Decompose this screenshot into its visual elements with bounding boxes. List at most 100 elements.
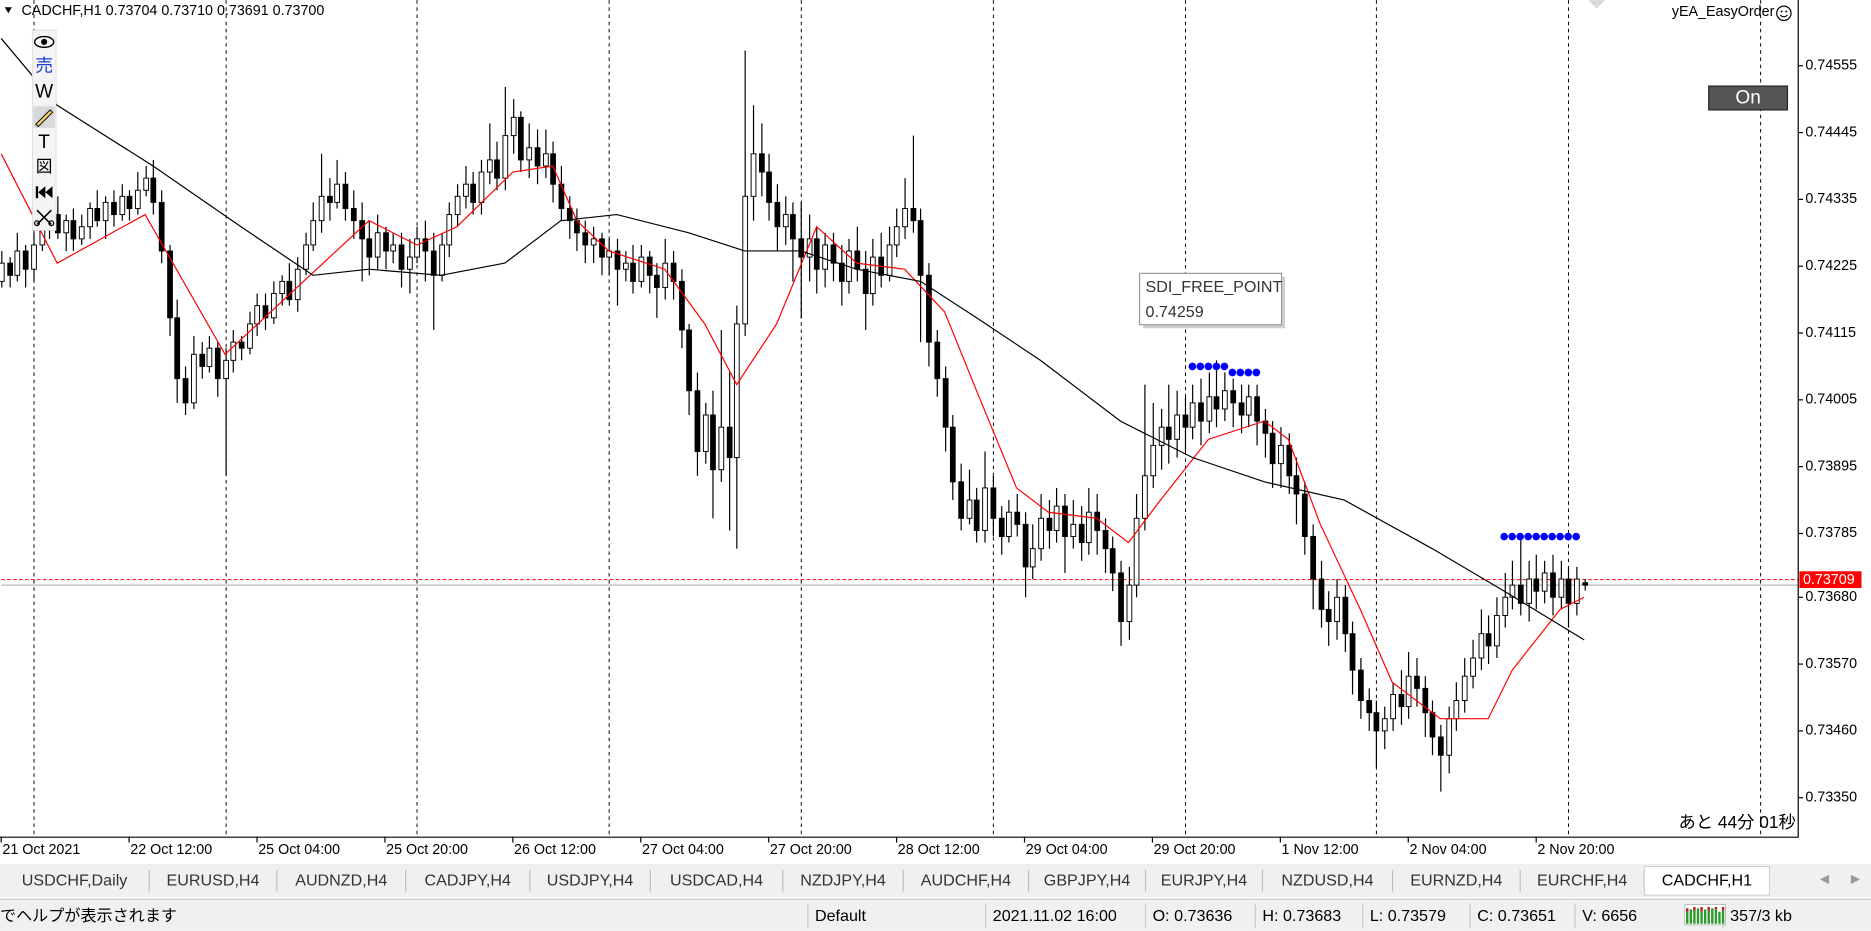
y-tick-label: 0.73895 [1805,458,1857,474]
candle-body [359,220,366,240]
moving-average [0,38,1585,641]
tool-figure[interactable]: 図 [36,157,53,176]
candle-body [599,238,605,258]
tab-label[interactable]: GBPJPY,H4 [1044,872,1131,890]
tab-scroll-right[interactable]: ▶ [1851,872,1861,886]
tooltip-box [1138,272,1283,326]
scissors-ring[interactable] [34,220,40,227]
candle-body [206,347,213,367]
tool-text[interactable]: T [38,132,50,153]
signal-dot [1540,532,1548,541]
candle-body [822,244,828,270]
candle-body [454,195,461,216]
tab-label[interactable]: EURCHF,H4 [1537,872,1627,890]
on-button-face[interactable] [1708,85,1789,111]
candle-body [1070,523,1077,537]
candle-body [414,238,420,258]
status-field: 357/3 kb [1730,907,1792,925]
tab-label[interactable]: CADCHF,H1 [1662,872,1752,890]
tab-label[interactable]: NZDJPY,H4 [800,872,886,890]
tab-label[interactable]: EURJPY,H4 [1161,872,1248,890]
candle-body [342,183,349,209]
candle-body [286,280,293,301]
scissors-ring[interactable] [48,220,55,227]
scroll-marker [1588,0,1605,9]
candle-body [1390,693,1396,720]
eye-pupil[interactable] [41,38,48,46]
candle-body [1461,675,1468,702]
tool-sell[interactable]: 売 [35,56,53,76]
status-field: 2021.11.02 16:00 [993,907,1117,925]
candle-body [318,195,325,222]
tab-list: USDCHF,Daily EURUSD,H4 AUDNZD,H4 CADJPY,H4 U… [22,866,1770,896]
x-tick-label: 25 Oct 20:00 [386,842,468,858]
candle-body [1453,700,1460,720]
tooltip: SDI_FREE_POINT 0.74259 [1138,272,1286,329]
bid-label: 0.73709 [1803,572,1855,588]
tab-label[interactable]: EURNZD,H4 [1410,872,1502,890]
tool-rewind[interactable] [35,186,53,199]
tab-label[interactable]: USDJPY,H4 [547,872,634,890]
expert-smiley [1776,5,1792,22]
candle-body [1269,432,1276,465]
tool-scissors[interactable] [34,209,55,227]
candle-body [646,256,653,276]
candle-body [1286,444,1293,477]
tab-label[interactable]: EURUSD,H4 [166,872,259,890]
tab-label[interactable]: AUDNZD,H4 [295,872,387,890]
candle-body [838,262,845,282]
rewind-bar[interactable] [35,186,39,199]
candle-body [638,256,645,282]
rewind-arrows[interactable] [38,186,53,199]
candle-body [1310,536,1317,580]
candle-body [102,201,109,222]
status-field: V: 6656 [1582,907,1637,925]
y-tick-label: 0.74005 [1805,392,1857,408]
tab-label[interactable]: AUDCHF,H4 [921,872,1011,890]
candle-body [1046,517,1053,531]
candle-body [750,153,757,197]
signal-dot [1188,362,1197,371]
candle-body [279,280,286,295]
on-button-label[interactable]: On [1735,88,1760,109]
status-field: L: 0.73579 [1370,907,1446,925]
tab-bar [0,864,1871,898]
signal-dot [1500,532,1509,541]
on-button[interactable]: On [1708,85,1789,111]
signal-dot [1524,532,1533,541]
tab-scroll-left[interactable]: ◀ [1820,872,1830,886]
x-tick-label: 1 Nov 12:00 [1282,842,1359,858]
candle-body [702,414,709,452]
tab-label[interactable]: NZDUSD,H4 [1281,872,1373,890]
candle-body [726,426,733,459]
candle-body [902,208,908,228]
candle-body [630,262,636,282]
x-tick-label: 26 Oct 12:00 [514,842,596,858]
candle-body [759,153,765,173]
menu-triangle[interactable] [4,7,12,14]
x-tick-label: 27 Oct 20:00 [770,842,852,858]
candle-body [1437,736,1444,756]
candle-body [614,250,621,270]
tab-active[interactable] [1643,866,1770,896]
candle-body [366,238,373,258]
candle-body [191,353,197,404]
signal-dot [1532,532,1540,541]
candle-body [1318,578,1325,610]
candle-body [327,195,333,203]
tab-label[interactable]: USDCHF,Daily [22,872,128,890]
tab-label[interactable]: USDCAD,H4 [670,872,763,890]
candle-body [893,226,900,246]
tool-pencil[interactable] [33,106,55,128]
signal-dot [1548,532,1556,541]
tab-label[interactable]: CADJPY,H4 [425,872,512,890]
candle-body [70,220,77,240]
tool-w[interactable]: W [35,82,53,103]
candle-body [1478,633,1485,659]
bid-label-box [1799,571,1862,588]
candle-body [806,238,813,258]
tool-eye[interactable] [33,35,55,48]
pencil-shape[interactable] [35,109,54,128]
